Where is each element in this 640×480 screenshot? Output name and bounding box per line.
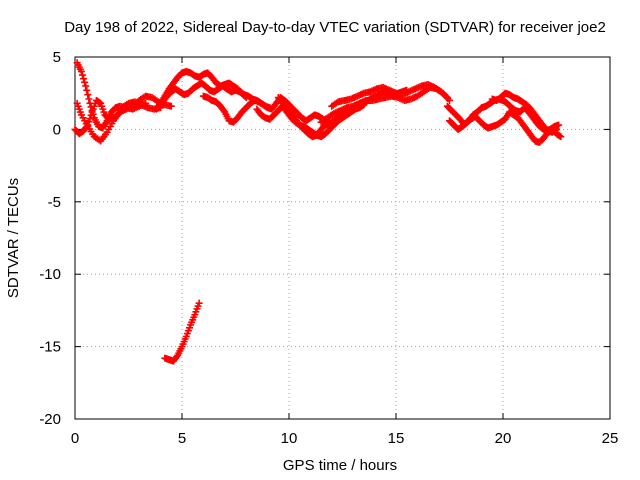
data-point [87,111,95,119]
data-point [195,299,203,307]
y-tick-label: 0 [53,121,61,138]
data-point [81,78,89,86]
chart-title: Day 198 of 2022, Sidereal Day-to-day VTE… [64,19,606,36]
x-tick-label: 0 [71,430,79,447]
data-point [220,107,228,115]
data-point [553,125,560,133]
data-point [86,115,94,123]
x-tick-label: 20 [495,430,512,447]
data-point [167,102,175,110]
y-tick-label: 5 [53,49,61,66]
axis-ticks: 0 5 10 15 20 25 -20 -15 -10 -5 0 5 [39,49,618,447]
x-tick-label: 15 [388,430,405,447]
data-point [555,121,563,129]
y-tick-label: -5 [48,194,61,211]
y-axis-label: SDTVAR / TECUs [5,178,22,298]
data-point [443,94,451,102]
series-track-m [488,89,560,136]
y-tick-label: -20 [39,411,61,428]
data-point [78,71,86,79]
data-point [84,121,92,129]
data-point [80,75,88,83]
data-point [85,95,93,103]
x-axis-label: GPS time / hours [283,457,397,474]
series-track-j [328,81,451,110]
data-point [83,123,91,131]
data-point [84,91,92,99]
series-track-b [73,92,175,145]
series-track-e [154,79,274,112]
y-tick-label: -10 [39,266,61,283]
series-track-f [199,92,332,126]
data-point [557,133,565,141]
series-track-l [446,108,565,146]
series-track-n [161,299,203,365]
data-point [77,67,85,75]
data-point [83,86,91,94]
data-layer [71,59,565,365]
y-tick-label: -15 [39,339,61,356]
x-tick-label: 5 [178,430,186,447]
plot-frame [74,56,611,420]
data-point [82,82,90,90]
x-tick-label: 10 [281,430,298,447]
data-point [85,118,93,126]
x-tick-label: 25 [602,430,619,447]
data-point [173,353,181,361]
